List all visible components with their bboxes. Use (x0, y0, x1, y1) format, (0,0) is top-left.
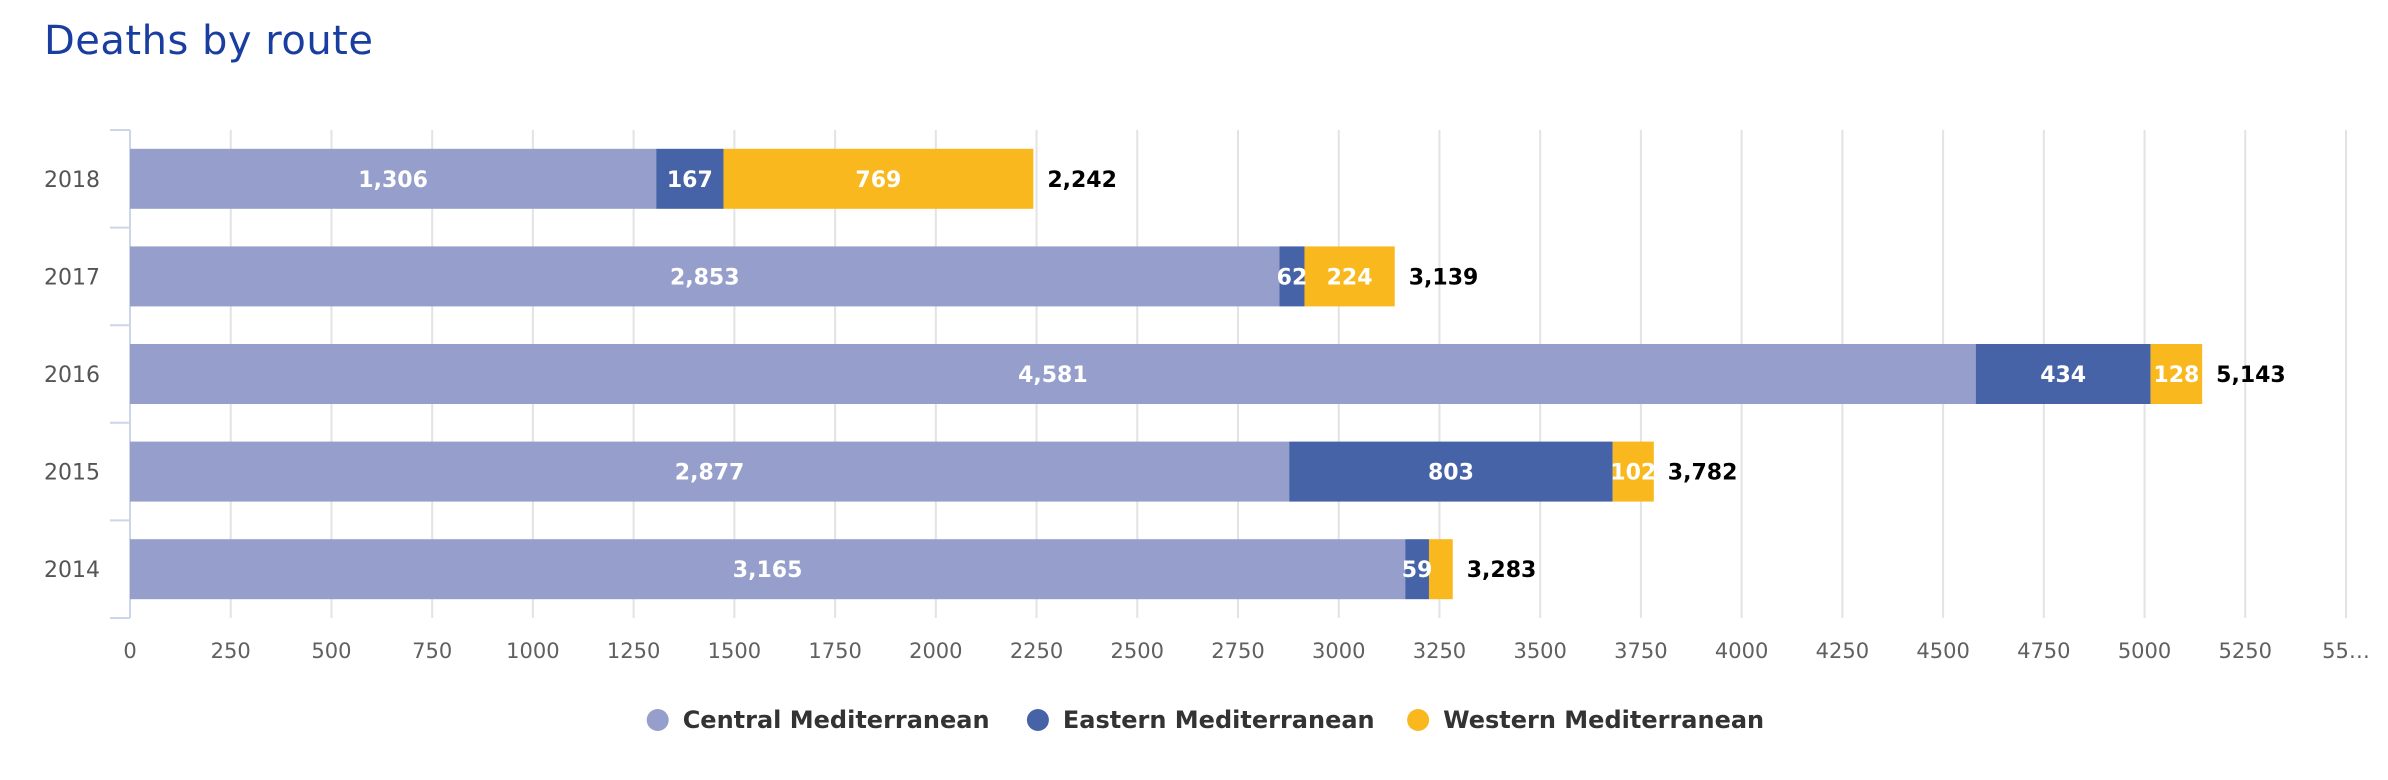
data-label: 4,581 (1018, 363, 1088, 388)
chart-title: Deaths by route (44, 18, 374, 64)
bar-segment[interactable] (1289, 441, 1613, 502)
category-label: 2015 (44, 461, 100, 486)
data-label: 769 (855, 168, 901, 193)
data-label: 224 (1327, 265, 1373, 290)
bar-segment[interactable] (130, 539, 1406, 600)
legend-marker (1026, 709, 1049, 731)
bar-segment[interactable] (1405, 539, 1429, 600)
data-label: 2,853 (670, 265, 740, 290)
legend-marker (646, 709, 669, 731)
legend-marker (1407, 709, 1430, 731)
data-label: 1,306 (358, 168, 428, 193)
labels-layer: 1,306 167 769 2,242 2,853 62 224 3,139 4,581 434 1… (358, 168, 2285, 583)
category-label: 2018 (44, 168, 100, 193)
x-tick-label: 55… (2322, 639, 2370, 663)
data-label: 434 (2040, 363, 2086, 388)
x-tick-label: 2000 (909, 639, 962, 663)
bar-segment[interactable] (656, 148, 724, 209)
legend-item[interactable]: Central Mediterranean (646, 706, 990, 734)
data-label: 62 (1277, 265, 1308, 290)
data-label: 167 (667, 168, 713, 193)
x-tick-label: 4250 (1816, 639, 1869, 663)
x-tick-label: 1750 (808, 639, 861, 663)
bar-segment[interactable] (723, 148, 1034, 209)
x-tick-label: 1000 (506, 639, 559, 663)
data-label: 2,877 (675, 461, 745, 486)
x-tick-label: 3000 (1312, 639, 1365, 663)
legend-label: Central Mediterranean (683, 706, 990, 734)
bar-segment[interactable] (130, 441, 1290, 502)
x-tick-label: 4000 (1715, 639, 1768, 663)
x-tick-label: 4750 (2017, 639, 2070, 663)
bar-segment[interactable] (1428, 539, 1453, 600)
bar-segment[interactable] (1975, 344, 2151, 404)
category-label: 2014 (44, 558, 100, 583)
bar-segment[interactable] (130, 344, 1976, 404)
total-label: 3,139 (1409, 265, 1479, 290)
data-label: 128 (2153, 363, 2199, 388)
x-tick-label: 0 (123, 639, 136, 663)
total-label: 3,283 (1467, 558, 1537, 583)
x-tick-label: 3250 (1413, 639, 1466, 663)
x-tick-label: 3500 (1513, 639, 1566, 663)
total-label: 5,143 (2216, 363, 2286, 388)
x-tick-label: 500 (311, 639, 351, 663)
x-tick-label: 1250 (607, 639, 660, 663)
data-label: 102 (1610, 461, 1656, 486)
x-tick-label: 1500 (708, 639, 761, 663)
bar-segment[interactable] (130, 246, 1280, 307)
legend: Central Mediterranean Eastern Mediterrane… (646, 706, 1764, 734)
bar-segment[interactable] (1279, 246, 1305, 307)
x-tick-label: 250 (211, 639, 251, 663)
data-label: 803 (1428, 461, 1474, 486)
legend-item[interactable]: Eastern Mediterranean (1026, 706, 1375, 734)
bar-segment[interactable] (1304, 246, 1395, 307)
axis-layer: 0 250 500 750 1000 1250 1500 1750 2000 2250 2500 27… (44, 129, 2370, 663)
x-tick-label: 5000 (2118, 639, 2171, 663)
bar-segment[interactable] (1612, 441, 1654, 502)
bars-layer (130, 148, 2203, 600)
x-tick-label: 4500 (1916, 639, 1969, 663)
data-label: 3,165 (733, 558, 803, 583)
data-label: 59 (1402, 558, 1433, 583)
bar-segment[interactable] (2150, 344, 2203, 404)
total-label: 3,782 (1668, 461, 1738, 486)
x-tick-label: 750 (412, 639, 452, 663)
bar-segment[interactable] (130, 148, 657, 209)
x-tick-label: 3750 (1614, 639, 1667, 663)
legend-item[interactable]: Western Mediterranean (1407, 706, 1764, 734)
total-label: 2,242 (1047, 168, 1117, 193)
x-tick-label: 2250 (1010, 639, 1063, 663)
category-label: 2016 (44, 363, 100, 388)
x-tick-label: 2750 (1211, 639, 1264, 663)
x-tick-label: 5250 (2219, 639, 2272, 663)
x-tick-label: 2500 (1111, 639, 1164, 663)
legend-label: Western Mediterranean (1443, 706, 1764, 734)
category-label: 2017 (44, 265, 100, 290)
legend-label: Eastern Mediterranean (1063, 706, 1375, 734)
